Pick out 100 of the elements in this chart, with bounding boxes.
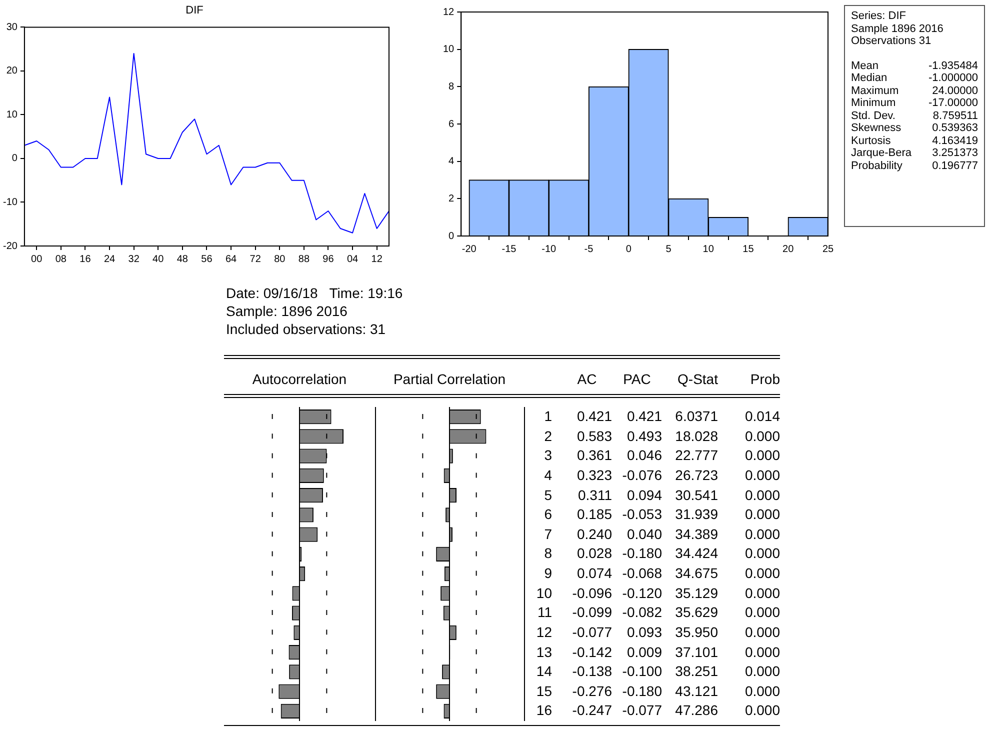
x-tick-label: 32	[128, 254, 140, 265]
data-label: -0.077	[622, 702, 662, 718]
data-label: 0.421	[626, 408, 662, 424]
data-label: 0.074	[576, 564, 612, 583]
data-label: 3.251373	[932, 147, 978, 160]
y-tick-label: 11	[536, 603, 552, 622]
data-label: 35.950	[675, 624, 718, 640]
data-label: 0.000	[744, 622, 780, 642]
data-label: 0.583	[576, 426, 612, 446]
text: Sample: 1896 2016	[226, 303, 348, 319]
data-label: 0.000	[744, 642, 780, 662]
data-label: -0.276	[571, 682, 612, 701]
y-tick-label: 10	[535, 584, 552, 603]
data-label: -0.096	[571, 584, 612, 603]
x-tick-label: 80	[274, 254, 286, 265]
text: Series: DIF	[851, 10, 908, 22]
x-tick-label: -5	[584, 244, 594, 255]
data-label: -1.935484	[928, 60, 978, 72]
data-label: 43.121	[675, 682, 718, 699]
y-tick-label: 9	[543, 564, 552, 583]
y-tick-label: 12	[535, 622, 552, 642]
x-tick-label: 40	[152, 254, 164, 265]
text: Q-Stat	[676, 371, 718, 387]
x-tick-label: 10	[702, 244, 714, 255]
data-label: 37.101	[675, 644, 718, 660]
text: Included observations: 31	[226, 321, 386, 337]
category-label: Mean	[851, 60, 879, 72]
data-label: 34.424	[675, 545, 718, 562]
chart-title: Partial Correlation	[392, 371, 507, 387]
data-label: 0.323	[576, 466, 612, 485]
x-tick-label: 04	[346, 254, 359, 265]
x-tick-label: -20	[462, 244, 477, 255]
category-label: Std. Dev.	[851, 110, 896, 122]
data-label: 0.014	[744, 407, 780, 426]
data-label: 34.675	[675, 565, 718, 581]
data-label: 0.421	[576, 407, 612, 426]
data-label: -0.138	[571, 662, 612, 682]
data-label: -0.247	[571, 701, 612, 720]
y-tick-label: 15	[535, 682, 552, 701]
data-label: -0.082	[622, 604, 662, 620]
x-tick-label: 56	[201, 254, 213, 265]
data-label: 0.539363	[932, 122, 978, 134]
data-label: 35.629	[675, 604, 718, 620]
category-label: Skewness	[851, 122, 902, 134]
data-label: 0.196777	[932, 160, 978, 172]
x-tick-label: 88	[298, 254, 310, 265]
y-tick-label: 5	[543, 486, 552, 504]
data-label: 0.000	[744, 584, 780, 603]
data-label: -0.100	[622, 663, 662, 680]
y-tick-label: 7	[543, 524, 552, 544]
y-tick-label: 4	[543, 466, 552, 485]
data-label: 0.493	[626, 428, 662, 444]
data-label: 0.000	[744, 603, 780, 622]
y-tick-label: 13	[535, 642, 552, 662]
x-tick-label: 12	[371, 254, 383, 265]
data-label: 0.000	[744, 446, 780, 466]
text: Prob	[749, 371, 780, 387]
y-tick-label: -10	[3, 196, 18, 208]
data-label: -0.053	[622, 506, 662, 522]
category-label: Probability	[851, 160, 902, 172]
y-tick-label: 10	[6, 109, 18, 120]
data-label: 30.541	[675, 486, 718, 502]
x-tick-label: 0	[626, 244, 632, 255]
y-tick-label: 2	[448, 193, 455, 204]
data-label: 18.028	[675, 428, 718, 444]
data-label: 0.311	[577, 486, 612, 504]
data-label: 0.040	[626, 526, 662, 542]
category-label: Maximum	[851, 84, 899, 97]
chart-title: DIF	[186, 4, 204, 17]
y-tick-label: 2	[543, 426, 552, 446]
data-label: -0.076	[622, 466, 662, 483]
x-tick-label: 00	[31, 254, 43, 265]
x-tick-label: -15	[502, 244, 517, 255]
data-label: -17.00000	[928, 97, 978, 110]
data-label: 4.163419	[932, 134, 978, 147]
data-label: 0.093	[626, 624, 662, 640]
category-label: Median	[851, 72, 888, 84]
data-label: 22.777	[675, 447, 718, 464]
data-label: -0.180	[622, 545, 662, 562]
data-label: 0.000	[744, 544, 780, 564]
data-label: 38.251	[675, 663, 718, 680]
data-label: 31.939	[675, 506, 718, 522]
data-label: 0.000	[744, 682, 780, 701]
x-tick-label: 15	[742, 244, 754, 255]
x-tick-label: 96	[322, 254, 334, 265]
text: AC	[576, 371, 598, 387]
data-label: 26.723	[675, 466, 718, 483]
y-tick-label: 20	[6, 66, 18, 77]
text: Date: 09/16/18 Time: 19:16	[226, 285, 403, 301]
y-tick-label: 14	[535, 662, 552, 682]
data-label: 0.046	[626, 447, 662, 464]
data-label: 0.000	[744, 486, 780, 504]
x-tick-label: 48	[176, 254, 188, 265]
data-label: 8.759511	[932, 110, 978, 122]
y-tick-label: 6	[448, 118, 455, 130]
text: Observations 31	[851, 35, 932, 48]
y-tick-label: 8	[448, 81, 455, 92]
chart-title: Autocorrelation	[251, 371, 348, 387]
data-label: -1.000000	[928, 72, 978, 84]
data-label: -0.180	[622, 682, 662, 699]
